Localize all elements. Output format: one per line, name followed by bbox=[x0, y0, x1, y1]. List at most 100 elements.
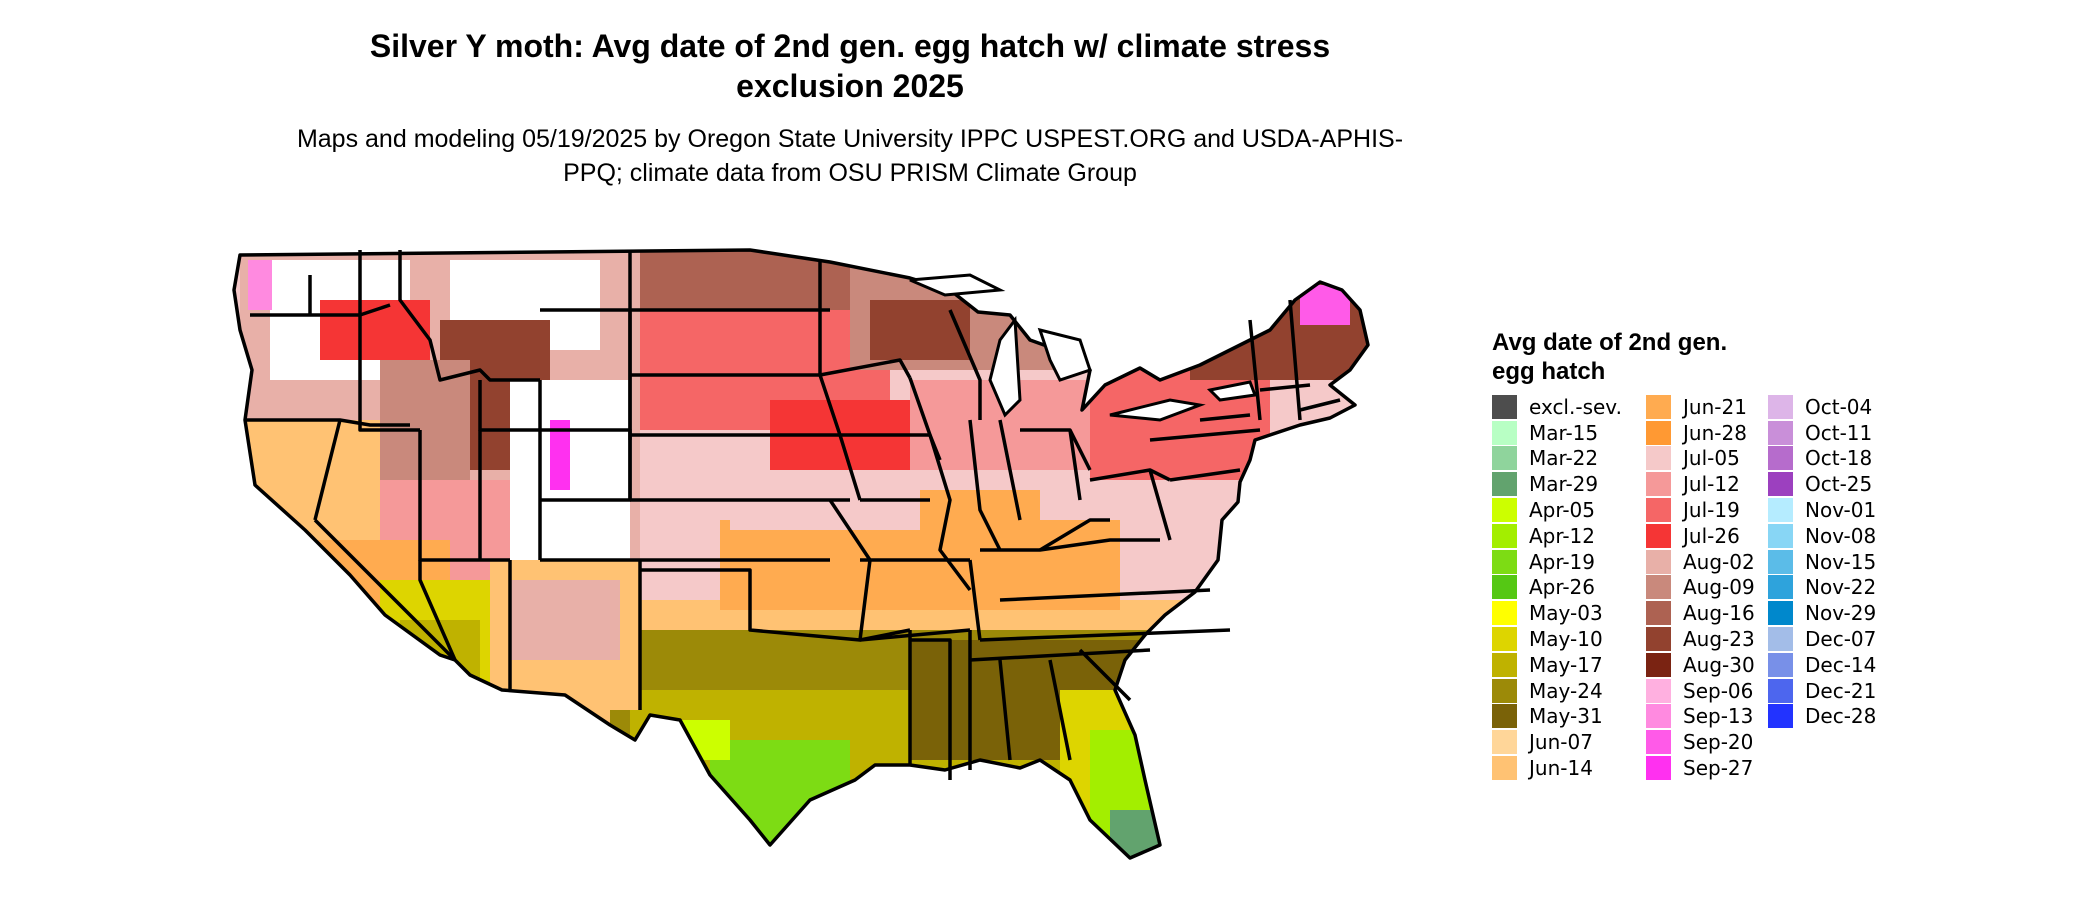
legend-label: May-31 bbox=[1529, 704, 1603, 729]
legend-item: Dec-07 bbox=[1768, 626, 1876, 652]
legend-column-1: excl.-sev. Mar-15 Mar-22 Mar-29 Apr-05 Apr-12… bbox=[1492, 394, 1622, 781]
legend-label: Apr-05 bbox=[1529, 498, 1595, 523]
legend-swatch bbox=[1768, 678, 1793, 703]
legend-item: Jul-26 bbox=[1646, 523, 1755, 549]
legend-item: Apr-26 bbox=[1492, 575, 1622, 601]
legend-label: Jun-14 bbox=[1529, 756, 1593, 781]
legend-swatch bbox=[1768, 549, 1793, 574]
legend-item: Dec-21 bbox=[1768, 678, 1876, 704]
legend-label: Aug-02 bbox=[1683, 549, 1755, 574]
legend-label: Oct-18 bbox=[1805, 446, 1873, 471]
legend-item: Aug-16 bbox=[1646, 600, 1755, 626]
legend-item: Apr-19 bbox=[1492, 549, 1622, 575]
legend-swatch bbox=[1646, 704, 1671, 729]
legend-swatch bbox=[1646, 549, 1671, 574]
legend-item: Aug-30 bbox=[1646, 652, 1755, 678]
legend-item: Aug-09 bbox=[1646, 575, 1755, 601]
legend-label: Apr-26 bbox=[1529, 575, 1595, 600]
legend-item: May-17 bbox=[1492, 652, 1622, 678]
legend-label: Jun-07 bbox=[1529, 730, 1593, 755]
legend-label: Dec-07 bbox=[1805, 627, 1877, 652]
legend-swatch bbox=[1768, 394, 1793, 419]
legend-swatch bbox=[1492, 627, 1517, 652]
legend-item: Oct-11 bbox=[1768, 420, 1876, 446]
legend-label: Jun-28 bbox=[1683, 420, 1747, 445]
legend-item: Jul-12 bbox=[1646, 471, 1755, 497]
legend-swatch bbox=[1768, 446, 1793, 471]
legend-swatch bbox=[1492, 498, 1517, 523]
legend-label: Dec-28 bbox=[1805, 704, 1877, 729]
legend-column-3: Oct-04 Oct-11 Oct-18 Oct-25 Nov-01 Nov-08 Nov-… bbox=[1768, 394, 1876, 729]
legend-label: Aug-09 bbox=[1683, 575, 1755, 600]
legend-item: Dec-14 bbox=[1768, 652, 1876, 678]
legend-item: Nov-22 bbox=[1768, 575, 1876, 601]
legend-label: Sep-13 bbox=[1683, 704, 1754, 729]
legend-label: Sep-20 bbox=[1683, 730, 1754, 755]
legend-swatch bbox=[1492, 575, 1517, 600]
legend-label: Dec-14 bbox=[1805, 652, 1877, 677]
legend-swatch bbox=[1492, 730, 1517, 755]
legend-label: May-17 bbox=[1529, 652, 1603, 677]
legend-item: Nov-29 bbox=[1768, 600, 1876, 626]
legend-swatch bbox=[1768, 498, 1793, 523]
legend-swatch bbox=[1646, 678, 1671, 703]
legend-swatch bbox=[1646, 394, 1671, 419]
legend-swatch bbox=[1646, 601, 1671, 626]
legend-column-2: Jun-21 Jun-28 Jul-05 Jul-12 Jul-19 Jul-26 Aug-… bbox=[1646, 394, 1755, 781]
legend-swatch bbox=[1768, 575, 1793, 600]
legend-swatch bbox=[1646, 498, 1671, 523]
legend-swatch bbox=[1492, 704, 1517, 729]
legend-item: Jun-07 bbox=[1492, 729, 1622, 755]
great-lakes bbox=[909, 273, 1258, 422]
legend-item: Nov-01 bbox=[1768, 497, 1876, 523]
legend-swatch bbox=[1646, 472, 1671, 497]
legend-item: excl.-sev. bbox=[1492, 394, 1622, 420]
legend-swatch bbox=[1646, 627, 1671, 652]
legend-item: Jul-05 bbox=[1646, 446, 1755, 472]
legend-label: Jul-12 bbox=[1683, 472, 1740, 497]
legend-swatch bbox=[1768, 601, 1793, 626]
map-fill-layer bbox=[234, 250, 1368, 858]
legend-label: May-03 bbox=[1529, 601, 1603, 626]
legend-swatch bbox=[1492, 523, 1517, 548]
legend-swatch bbox=[1646, 523, 1671, 548]
legend-title: Avg date of 2nd gen. egg hatch bbox=[1492, 329, 1728, 385]
legend-label: Nov-15 bbox=[1805, 549, 1877, 574]
legend-label: Apr-12 bbox=[1529, 523, 1595, 548]
legend-item: Mar-29 bbox=[1492, 471, 1622, 497]
legend-item: Dec-28 bbox=[1768, 704, 1876, 730]
legend-item: Jun-14 bbox=[1492, 755, 1622, 781]
legend-item: Sep-20 bbox=[1646, 729, 1755, 755]
legend-label: Nov-29 bbox=[1805, 601, 1877, 626]
legend-label: Mar-29 bbox=[1529, 472, 1599, 497]
legend-label: Apr-19 bbox=[1529, 549, 1595, 574]
legend-swatch bbox=[1646, 420, 1671, 445]
legend-swatch bbox=[1646, 446, 1671, 471]
legend-item: May-31 bbox=[1492, 704, 1622, 730]
legend-swatch bbox=[1492, 678, 1517, 703]
legend-swatch bbox=[1492, 601, 1517, 626]
legend-label: Oct-11 bbox=[1805, 420, 1873, 445]
legend-item: Oct-04 bbox=[1768, 394, 1876, 420]
legend-label: Sep-27 bbox=[1683, 756, 1754, 781]
legend-label: Aug-30 bbox=[1683, 652, 1755, 677]
legend-swatch bbox=[1492, 756, 1517, 781]
legend-label: Sep-06 bbox=[1683, 678, 1754, 703]
legend-swatch bbox=[1768, 472, 1793, 497]
legend-item: Nov-08 bbox=[1768, 523, 1876, 549]
legend-label: Oct-04 bbox=[1805, 394, 1873, 419]
legend-item: May-24 bbox=[1492, 678, 1622, 704]
us-map bbox=[232, 248, 1370, 860]
legend-label: Mar-22 bbox=[1529, 446, 1599, 471]
legend-item: Sep-27 bbox=[1646, 755, 1755, 781]
legend-item: Oct-18 bbox=[1768, 446, 1876, 472]
legend-label: May-24 bbox=[1529, 678, 1603, 703]
legend-swatch bbox=[1646, 756, 1671, 781]
legend-swatch bbox=[1492, 446, 1517, 471]
legend-label: Nov-01 bbox=[1805, 498, 1877, 523]
legend-item: Sep-13 bbox=[1646, 704, 1755, 730]
legend-swatch bbox=[1646, 575, 1671, 600]
legend-item: Nov-15 bbox=[1768, 549, 1876, 575]
legend-label: Jul-19 bbox=[1683, 498, 1740, 523]
legend-swatch bbox=[1768, 704, 1793, 729]
